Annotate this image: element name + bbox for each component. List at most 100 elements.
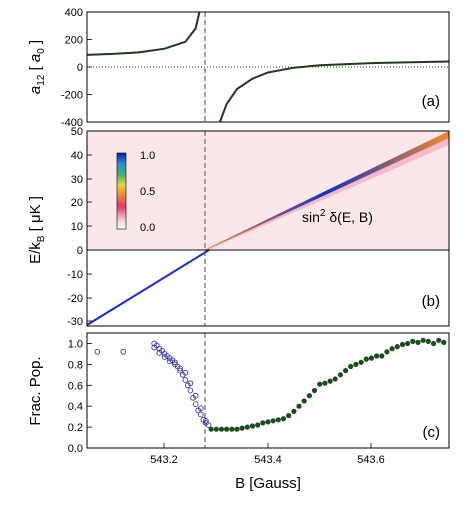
filled-circle-point [374,353,380,359]
open-circle-point [182,377,189,383]
heatmap-upper-background [87,131,449,249]
open-circle-point [151,344,158,351]
c-ytick-label: 1.0 [68,339,83,351]
open-circle-point [161,354,168,360]
b-ytick-label: 10 [71,221,83,233]
filled-circle-point [368,355,374,361]
filled-circle-point [337,372,343,378]
a-ylabel: a12 [ a0 ] [27,40,47,94]
filled-circle-point [249,423,256,429]
panel-c-xticks: 543.2 543.4 543.6 [150,443,385,466]
filled-circle-point [296,403,302,409]
open-circle-point [120,348,127,355]
b-ytick-label: 40 [71,150,83,162]
filled-circle-point [280,416,287,422]
panel-a-label: (a) [422,93,440,110]
open-circle-point [197,411,204,418]
filled-circle-point [405,340,411,347]
colorbar-gradient [116,152,127,230]
filled-circle-point [358,359,364,365]
panel-c-plot [94,333,447,448]
filled-circle-point [311,387,318,394]
panel-a: 400 200 0 -200 -400 a12 [ a0 ] (a) [27,7,450,129]
filled-circle-point [425,338,431,344]
filled-circle-point [399,341,406,348]
open-circle-point [172,359,178,366]
open-circle-point [187,387,194,394]
b-ytick-label: 20 [71,197,83,209]
open-circle-point [166,358,173,365]
filled-circle-point [332,376,338,382]
filled-circle-point [353,361,359,367]
a-ytick-label: 0 [77,62,83,74]
b-ytick-label: -30 [67,316,83,328]
filled-circle-point [420,337,426,343]
c-ytick-label: 0.0 [68,443,83,455]
panel-c-label: (c) [423,424,441,441]
open-circle-point [156,350,163,356]
filled-circle-point [322,380,328,386]
panel-b-label: (b) [422,293,440,310]
filled-circle-point [410,338,416,344]
scattering-length-curve-left [87,12,201,56]
scatter-points [94,337,447,432]
open-circle-point [172,361,178,368]
c-ylabel: Frac. Pop. [27,356,44,425]
filled-circle-point [343,368,349,374]
open-circle-point [192,392,199,399]
filled-circle-point [379,353,385,359]
heatmap-lower-background [87,249,449,326]
a-ytick-label: -400 [61,117,83,129]
a-ytick-label: -200 [61,90,83,102]
filled-circle-point [208,426,214,432]
c-xtick-label: 543.2 [150,454,178,466]
colorbar-tick-label: 0.5 [140,186,155,198]
open-circle-point [177,365,183,372]
filled-circle-point [441,339,447,345]
filled-circle-point [363,356,369,362]
b-ytick-label: 30 [71,174,83,186]
filled-circle-point [291,408,297,414]
filled-circle-point [218,426,225,432]
panel-c-yticks: 1.0 0.8 0.6 0.4 0.2 0.0 [68,339,92,455]
open-circle-point [192,401,199,407]
scattering-length-curve-right [218,60,449,122]
panel-c-frame [86,332,450,449]
b-ytick-label: 50 [71,126,83,138]
filled-circle-point [384,349,390,355]
filled-circle-point [394,344,400,350]
filled-circle-point [436,337,442,343]
c-xlabel: B [Gauss] [235,475,301,492]
open-circle-point [177,367,183,374]
filled-circle-point [415,339,421,345]
filled-circle-point [255,422,261,428]
filled-circle-point [317,381,323,387]
filled-circle-point [430,340,437,347]
filled-circle-point [327,378,333,384]
filled-circle-point [389,346,395,352]
filled-circle-point [286,413,292,419]
bound-state-line [87,249,210,326]
panel-a-plot [87,12,449,122]
panel-b-frame [86,130,450,327]
filled-circle-point [348,363,354,370]
open-circle-point [182,369,189,376]
c-xtick-label: 543.4 [254,454,282,466]
c-ytick-label: 0.6 [68,380,83,392]
colorbar: 1.0 0.5 0.0 [116,150,155,234]
filled-circle-point [270,418,276,424]
a-ytick-label: 200 [65,35,83,47]
filled-circle-point [301,398,307,404]
b-ytick-label: 0 [77,245,83,257]
open-circle-point [187,380,194,387]
panel-b-plot [87,131,449,326]
c-ytick-label: 0.2 [68,422,83,434]
open-circle-point [205,422,212,428]
open-circle-point [203,417,209,424]
b-ytick-label: -20 [67,293,83,305]
panel-b: 50 40 30 20 10 0 -10 -20 -30 E/kB [ μK ]… [27,126,450,328]
filled-circle-point [234,426,240,432]
filled-circle-point [275,417,281,423]
filled-circle-point [229,426,235,432]
filled-circle-point [306,393,312,399]
